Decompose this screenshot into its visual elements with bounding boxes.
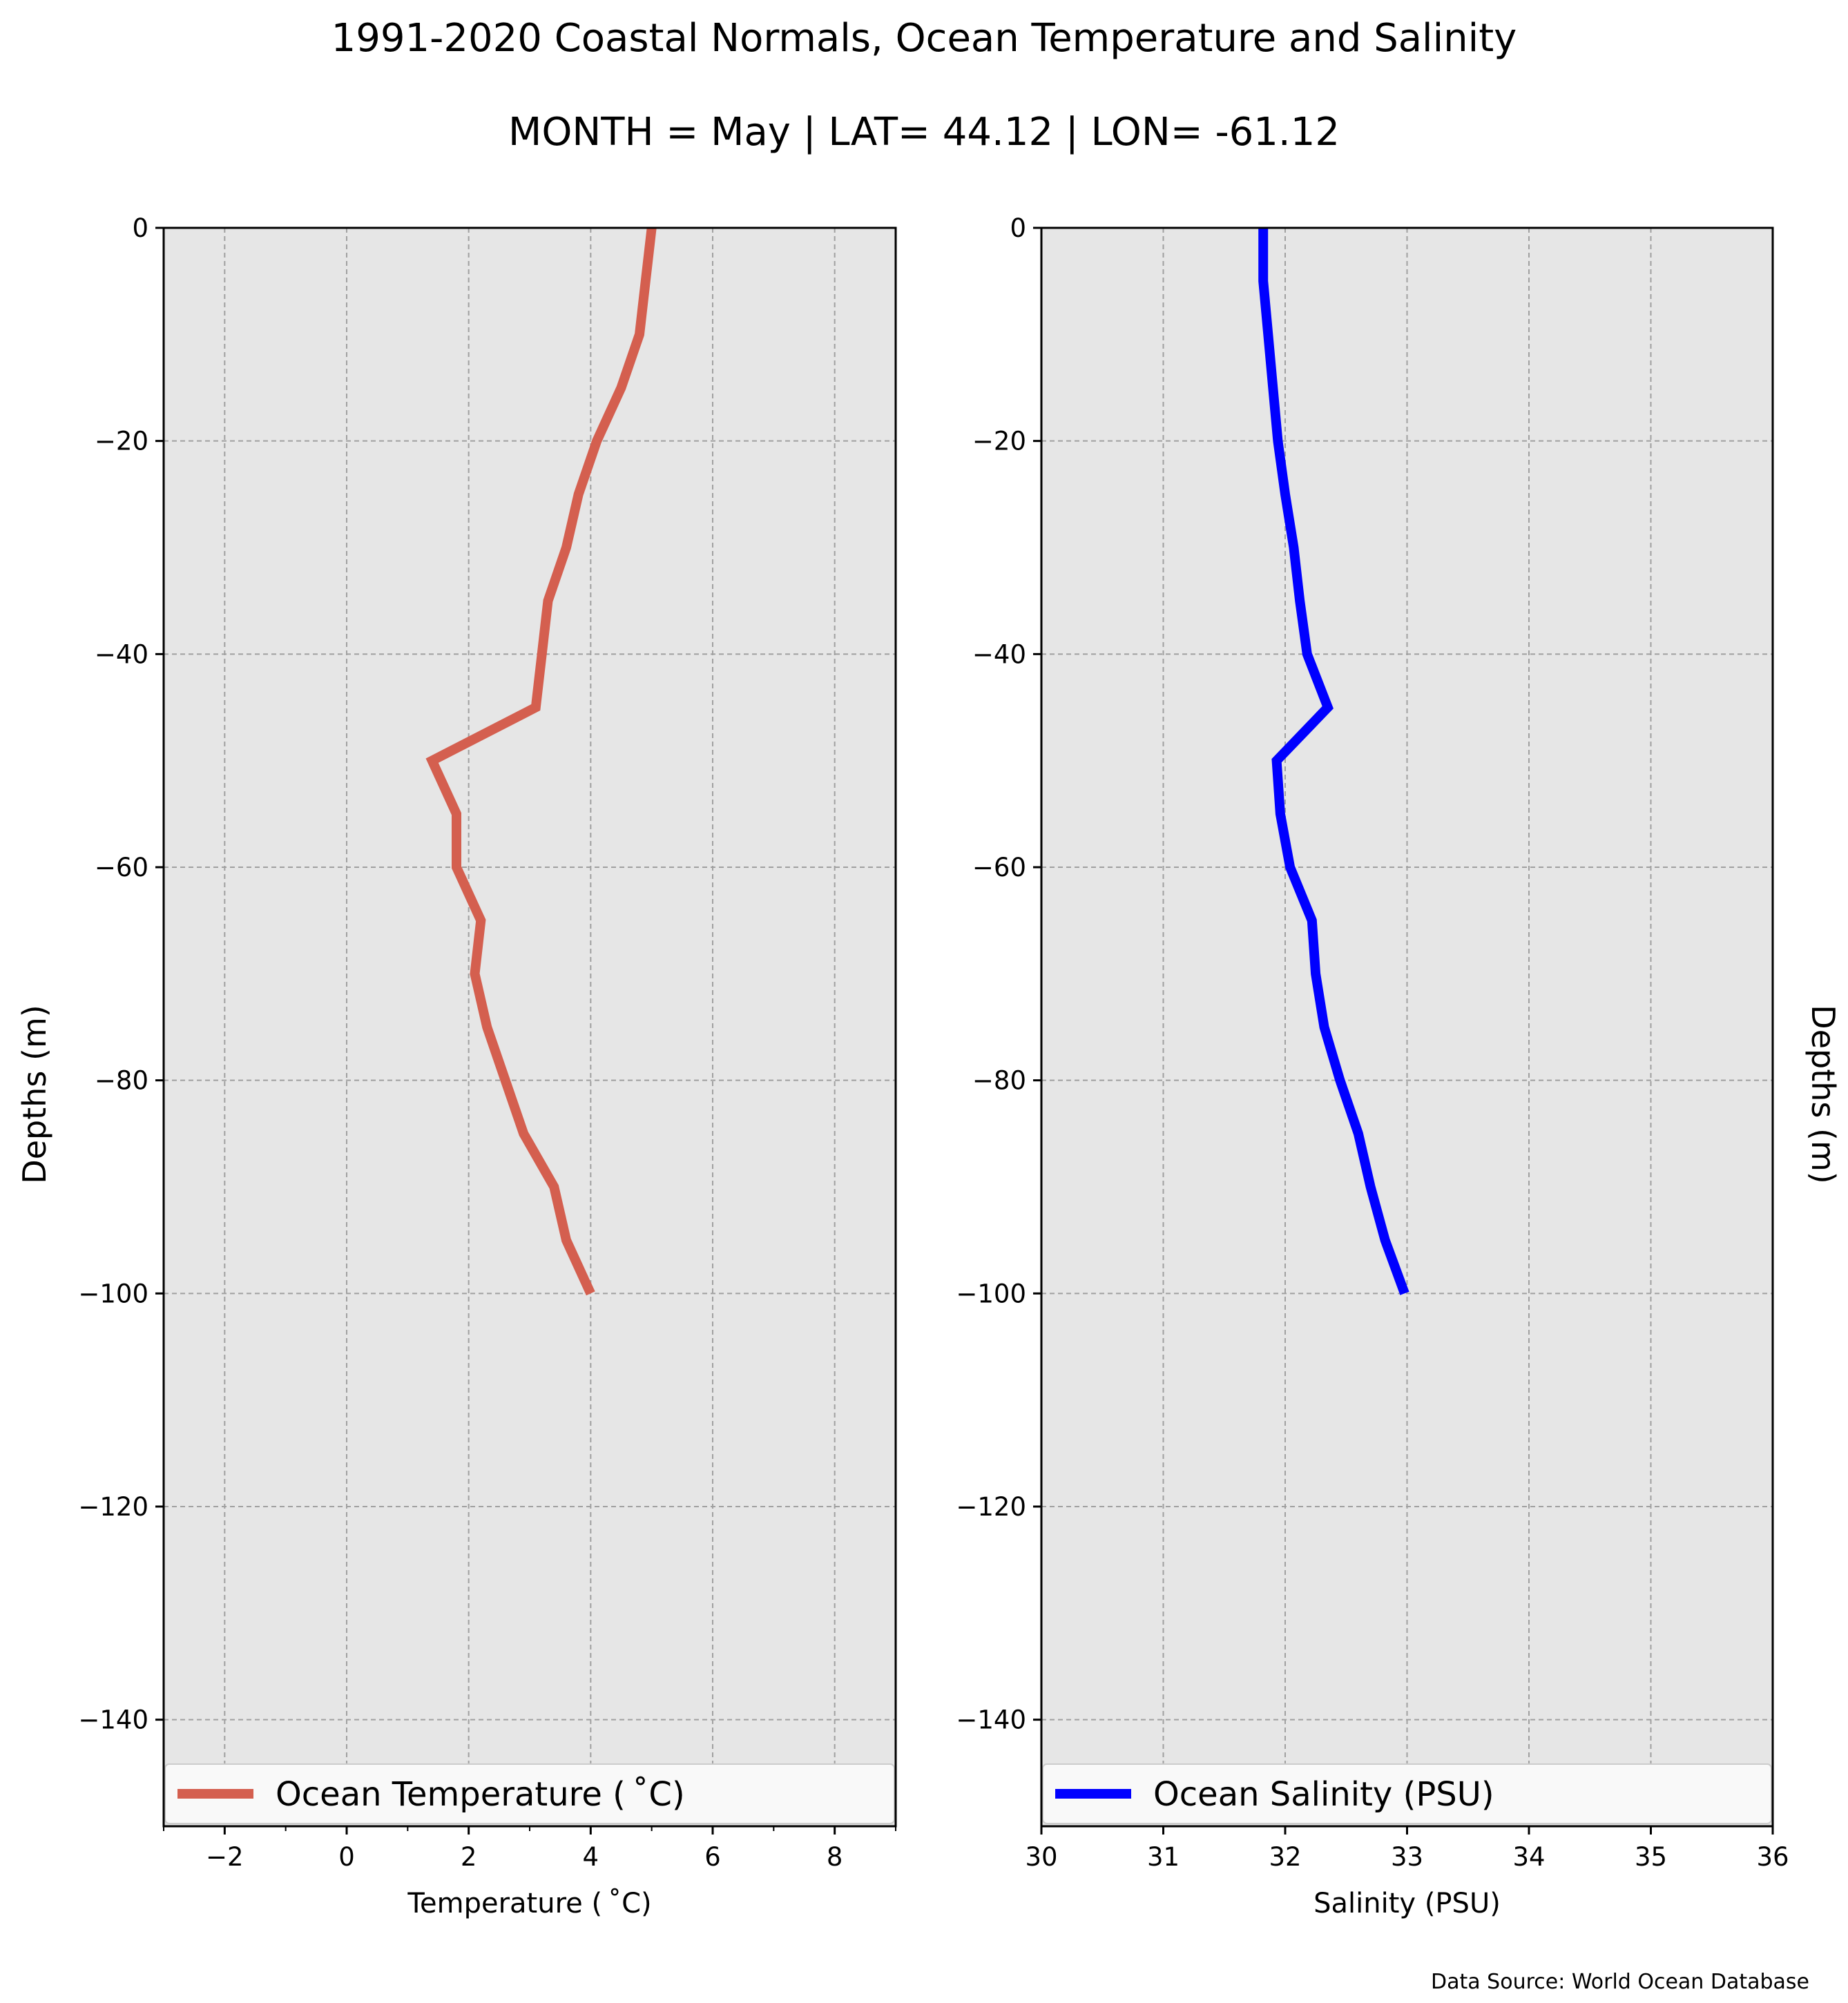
y-tick-label: −20: [95, 427, 148, 456]
y-tick-label: −80: [972, 1066, 1026, 1096]
y-tick-label: −140: [78, 1705, 148, 1735]
x-axis-label: Temperature ( ˚C): [407, 1888, 651, 1919]
y-tick-label: −100: [956, 1279, 1026, 1308]
x-tick-label: 33: [1391, 1842, 1423, 1872]
series-line-temperature: [425, 227, 657, 1296]
legend-box: [1042, 1763, 1772, 1824]
chart-title: 1991-2020 Coastal Normals, Ocean Tempera…: [331, 16, 1517, 61]
y-tick-label: −120: [78, 1492, 148, 1522]
legend-box: [164, 1763, 895, 1824]
y-tick-label: −100: [78, 1279, 148, 1308]
y-tick-label: −120: [956, 1492, 1026, 1522]
x-tick-label: 36: [1756, 1842, 1789, 1872]
salinity-panel: 30 31 32 33 34 35 36 0 −20 −40 −60 −80 −100 −120 −140 O…: [956, 213, 1842, 1919]
axes-frame: [162, 226, 897, 1828]
x-tick-label: 31: [1147, 1842, 1180, 1872]
x-tick-label: 6: [704, 1842, 721, 1872]
y-axis-label: Depths (m): [16, 1005, 53, 1183]
x-tick-label: 4: [583, 1842, 599, 1872]
x-tick-label: 30: [1025, 1842, 1057, 1872]
legend-label: Ocean Salinity (PSU): [1153, 1775, 1494, 1814]
y-tick-label: −140: [956, 1705, 1026, 1735]
y-axis-label: Depths (m): [1804, 1005, 1842, 1183]
x-tick-label: 0: [338, 1842, 355, 1872]
y-tick-label: −80: [95, 1066, 148, 1096]
x-axis-label: Salinity (PSU): [1313, 1888, 1501, 1919]
y-tick-label: −40: [95, 639, 148, 669]
chart-subtitle: MONTH = May | LAT= 44.12 | LON= -61.12: [508, 110, 1340, 155]
x-tick-label: 34: [1512, 1842, 1545, 1872]
y-tick-label: −60: [972, 853, 1026, 882]
data-source-note: Data Source: World Ocean Database: [1431, 1970, 1809, 1994]
y-tick-label: −60: [95, 853, 148, 882]
y-tick-label: 0: [1010, 213, 1026, 243]
x-tick-label: 2: [461, 1842, 477, 1872]
x-tick-label: 8: [827, 1842, 843, 1872]
plot-area: [164, 228, 896, 1826]
y-tick-label: −20: [972, 427, 1026, 456]
series-line-salinity: [1258, 228, 1409, 1295]
y-tick-label: −40: [972, 639, 1026, 669]
x-tick-label: 32: [1269, 1842, 1301, 1872]
y-tick-label: 0: [132, 213, 148, 243]
x-tick-label: 35: [1635, 1842, 1667, 1872]
legend-label: Ocean Temperature ( ˚C): [276, 1775, 685, 1814]
axes-frame: [1040, 226, 1774, 1828]
x-tick-label: −2: [206, 1842, 244, 1872]
